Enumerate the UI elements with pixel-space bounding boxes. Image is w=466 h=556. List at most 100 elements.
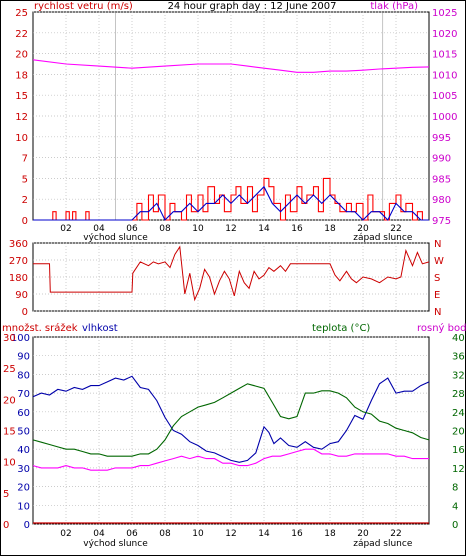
temperature-tick: 16: [452, 445, 465, 456]
temperature-tick: 0: [452, 520, 458, 531]
series-line-rychlost-vetru-gust: [33, 177, 429, 221]
temperature-tick: 32: [452, 370, 465, 381]
humidity-axis-title: vlhkost: [82, 323, 118, 334]
temperature-axis-title: teplota (°C): [312, 323, 370, 334]
pressure-tick: 980: [432, 195, 451, 206]
humidity-tick: 10: [17, 501, 30, 512]
chart-title: 24 hour graph day : 12 June 2007: [168, 1, 337, 12]
hour-tick-label: 14: [258, 224, 270, 234]
hour-tick-label: 18: [324, 529, 336, 539]
wind-chart-series: [32, 59, 430, 221]
humidity-tick: 60: [17, 408, 30, 419]
series-line-vlhkost: [32, 375, 430, 463]
direction-degree-tick: 180: [9, 273, 28, 284]
hour-tick-label: 14: [258, 529, 270, 539]
pressure-tick: 1005: [432, 91, 457, 102]
pressure-tick: 1010: [432, 70, 457, 81]
wind-speed-tick: 7: [22, 154, 28, 165]
wind-direction-labels: 360 N 270 W 180 S 90 E 0 N: [9, 239, 444, 318]
series-line-rosný-bod: [32, 448, 429, 471]
hour-tick-label: 16: [291, 529, 303, 539]
temperature-tick: 8: [452, 483, 458, 494]
pressure-axis-title: tlak (hPa): [370, 1, 418, 12]
temperature-tick: 40: [452, 333, 465, 344]
hour-tick-label: 12: [225, 529, 236, 539]
sunrise-label: východ slunce: [83, 539, 148, 549]
direction-degree-tick: 270: [9, 256, 28, 267]
pressure-tick: 1015: [432, 50, 457, 61]
humidity-tick: 50: [17, 427, 30, 438]
wind-speed-tick: 0: [22, 216, 28, 227]
rain-tick: 10: [3, 458, 16, 469]
hour-tick-label: 20: [357, 529, 369, 539]
temperature-tick: 12: [452, 464, 465, 475]
temperature-tick: 4: [452, 501, 458, 512]
humidity-tick: 30: [17, 464, 30, 475]
hour-tick-label: 22: [390, 529, 401, 539]
temperature-tick: 24: [452, 408, 465, 419]
pressure-tick: 1000: [432, 112, 457, 123]
rain-tick: 25: [3, 364, 16, 375]
series-line-rychlost-vetru-avg: [33, 185, 429, 221]
sunrise-label: východ slunce: [83, 233, 148, 243]
humidity-tick: 90: [17, 352, 30, 363]
wind-speed-tick: 25: [15, 8, 28, 19]
compass-tick: W: [434, 256, 444, 267]
series-line-teplota: [32, 383, 430, 457]
hour-tick-label: 08: [159, 224, 171, 234]
hour-tick-label: 04: [93, 529, 105, 539]
compass-tick: S: [434, 273, 440, 284]
humidity-tick: 0: [24, 520, 30, 531]
pressure-tick: 995: [432, 133, 451, 144]
rain-tick: 0: [3, 520, 9, 531]
hour-tick-label: 10: [192, 529, 204, 539]
compass-tick: E: [434, 290, 440, 301]
wind-speed-tick: 5: [22, 174, 28, 185]
pressure-tick: 1020: [432, 29, 457, 40]
hour-tick-label: 16: [291, 224, 303, 234]
wind-speed-axis-title: rychlost vetru (m/s): [34, 1, 133, 12]
hour-tick-label: 06: [126, 224, 138, 234]
humidity-temp-grid: [33, 336, 429, 525]
wind-speed-tick: 18: [15, 70, 28, 81]
humidity-tick: 70: [17, 389, 30, 400]
compass-tick: N: [434, 307, 441, 318]
hour-tick-label: 22: [390, 224, 401, 234]
humidity-tick: 100: [11, 333, 30, 344]
temperature-tick: 28: [452, 389, 465, 400]
compass-tick: N: [434, 239, 441, 250]
series-line-tlak: [32, 59, 430, 73]
wind-speed-tick: 20: [15, 50, 28, 61]
hour-tick-label: 18: [324, 224, 336, 234]
dewpoint-axis-title: rosný bod: [417, 322, 466, 334]
humidity-tick: 20: [17, 483, 30, 494]
wind-speed-tick: 2: [22, 195, 28, 206]
rain-tick: 30: [3, 333, 16, 344]
humidity-temp-series: [32, 375, 430, 524]
hour-tick-label: 06: [126, 529, 138, 539]
hour-tick-label: 08: [159, 529, 171, 539]
temperature-tick: 20: [452, 427, 465, 438]
direction-degree-tick: 90: [15, 290, 28, 301]
hour-tick-label: 02: [60, 529, 71, 539]
hour-tick-label: 12: [225, 224, 236, 234]
pressure-tick: 990: [432, 154, 451, 165]
hour-tick-label: 02: [60, 224, 71, 234]
rain-tick: 5: [3, 489, 9, 500]
rain-axis-title: množst. srážek: [2, 322, 78, 334]
wind-direction-series: [33, 245, 430, 302]
sunset-label: západ slunce: [353, 233, 413, 243]
wind-direction-grid: [33, 242, 429, 312]
direction-degree-tick: 0: [22, 307, 28, 318]
wind-speed-tick: 12: [15, 112, 28, 123]
pressure-tick: 975: [432, 216, 451, 227]
pressure-tick: 1025: [432, 8, 457, 19]
rain-tick: 20: [3, 395, 16, 406]
hour-tick-label: 04: [93, 224, 105, 234]
sunset-label: západ slunce: [353, 539, 413, 549]
hour-tick-label: 10: [192, 224, 204, 234]
pressure-tick: 985: [432, 174, 451, 185]
